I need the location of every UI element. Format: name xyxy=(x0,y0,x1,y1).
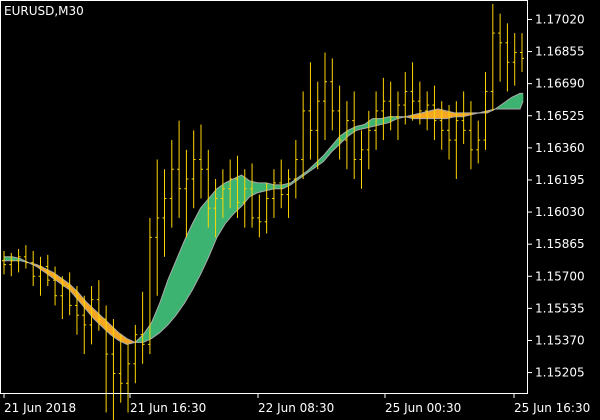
y-tick-label: 1.16690 xyxy=(535,77,585,91)
ohlc-bar xyxy=(330,58,335,131)
ohlc-bar xyxy=(374,91,379,150)
y-tick-label: 1.15865 xyxy=(535,237,585,251)
y-tick-label: 1.15535 xyxy=(535,301,585,315)
ohlc-bar xyxy=(286,169,291,218)
ohlc-bar xyxy=(520,33,524,72)
ohlc-bar xyxy=(169,140,174,228)
ohlc-bar xyxy=(74,285,79,335)
y-tick-label: 1.16525 xyxy=(535,109,585,123)
y-tick-label: 1.16030 xyxy=(535,205,585,219)
ohlc-bar xyxy=(403,71,408,125)
x-tick-label: 25 Jun 16:30 xyxy=(514,401,590,415)
ohlc-bar xyxy=(264,182,269,234)
ohlc-bar xyxy=(191,130,196,209)
ohlc-bar xyxy=(250,163,255,228)
y-tick-label: 1.17020 xyxy=(535,12,585,26)
ohlc-bar xyxy=(476,120,481,164)
y-tick-label: 1.15370 xyxy=(535,333,585,347)
ohlc-bar xyxy=(301,91,306,179)
ohlc-bar xyxy=(2,250,6,275)
x-tick-label: 21 Jun 16:30 xyxy=(130,401,206,415)
ohlc-bar xyxy=(439,101,444,150)
ohlc-bar xyxy=(23,245,28,269)
ohlc-bar xyxy=(323,52,328,141)
cloud-layer xyxy=(3,92,524,345)
bar-layer xyxy=(2,3,524,420)
ohlc-bar xyxy=(498,13,503,82)
ohlc-bar xyxy=(425,91,430,131)
y-axis: 1.17020 1.16855 1.16690 1.16525 1.16360 1.161… xyxy=(527,12,585,380)
ohlc-bar xyxy=(9,252,14,277)
ohlc-bar xyxy=(359,130,364,189)
ohlc-bar xyxy=(352,91,357,179)
ohlc-bar xyxy=(89,285,94,345)
ohlc-bar xyxy=(53,266,58,306)
ohlc-bar xyxy=(410,62,415,121)
ohlc-bar xyxy=(96,280,101,331)
y-tick-label: 1.15700 xyxy=(535,269,585,283)
ohlc-bar xyxy=(82,295,87,355)
ohlc-bar xyxy=(505,23,510,92)
x-axis: 21 Jun 2018 21 Jun 16:30 22 Jun 08:30 25 Ju… xyxy=(3,393,590,415)
chart-title: EURUSD,M30 xyxy=(4,4,84,18)
x-tick-label: 22 Jun 08:30 xyxy=(258,401,334,415)
ohlc-bar xyxy=(140,291,145,364)
y-tick-label: 1.15205 xyxy=(535,366,585,380)
ohlc-bar xyxy=(381,77,386,141)
ohlc-bar xyxy=(235,155,240,218)
ohlc-bar xyxy=(279,159,284,209)
ohlc-bar xyxy=(271,169,276,218)
ohlc-bar xyxy=(293,140,298,199)
x-tick-label: 25 Jun 00:30 xyxy=(385,401,461,415)
ohlc-bar xyxy=(220,169,225,218)
ohlc-bar xyxy=(395,91,400,141)
ohlc-bar xyxy=(490,3,495,111)
ohlc-bar xyxy=(184,149,189,238)
ohlc-bar xyxy=(16,249,21,273)
ohlc-bar xyxy=(38,256,43,296)
ohlc-bar xyxy=(454,101,459,179)
ohlc-bar xyxy=(162,169,167,257)
ohlc-bar xyxy=(512,33,517,86)
ohlc-bar xyxy=(126,344,131,413)
ohlc-bar xyxy=(366,110,371,170)
ohlc-bar xyxy=(206,149,211,228)
ohlc-bar xyxy=(60,276,65,320)
ohlc-bar xyxy=(388,81,393,131)
ohlc-bar xyxy=(461,91,466,144)
ohlc-bar xyxy=(31,250,36,286)
ohlc-bar xyxy=(177,120,182,218)
ohlc-bar xyxy=(417,81,422,125)
ohlc-bar xyxy=(337,85,342,160)
ohlc-bar xyxy=(198,124,203,199)
ohlc-bar xyxy=(67,272,72,316)
ohlc-bar xyxy=(155,159,160,296)
ohlc-bar xyxy=(118,334,123,403)
y-tick-label: 1.16360 xyxy=(535,141,585,155)
ohlc-bar xyxy=(45,254,50,286)
y-tick-label: 1.16195 xyxy=(535,173,585,187)
ohlc-bar xyxy=(344,101,349,170)
ohlc-bar xyxy=(133,324,138,384)
ohlc-bar xyxy=(308,62,313,160)
ohlc-bar xyxy=(468,101,473,170)
ohlc-bar xyxy=(483,71,488,150)
y-tick-label: 1.16855 xyxy=(535,45,585,59)
ohlc-bar xyxy=(447,105,452,160)
ohlc-bar xyxy=(104,305,109,413)
ohlc-bar xyxy=(257,194,262,238)
plot-frame xyxy=(0,0,528,394)
ohlc-bar xyxy=(432,85,437,141)
ohlc-bar xyxy=(213,178,218,238)
ohlc-bar xyxy=(315,81,320,170)
x-tick-label: 21 Jun 2018 xyxy=(4,401,76,415)
ohlc-bar xyxy=(147,217,152,355)
ohlc-bar xyxy=(228,159,233,209)
ohlc-bar xyxy=(242,169,247,228)
ohlc-bar xyxy=(111,319,116,420)
cloud-segment xyxy=(454,112,463,118)
